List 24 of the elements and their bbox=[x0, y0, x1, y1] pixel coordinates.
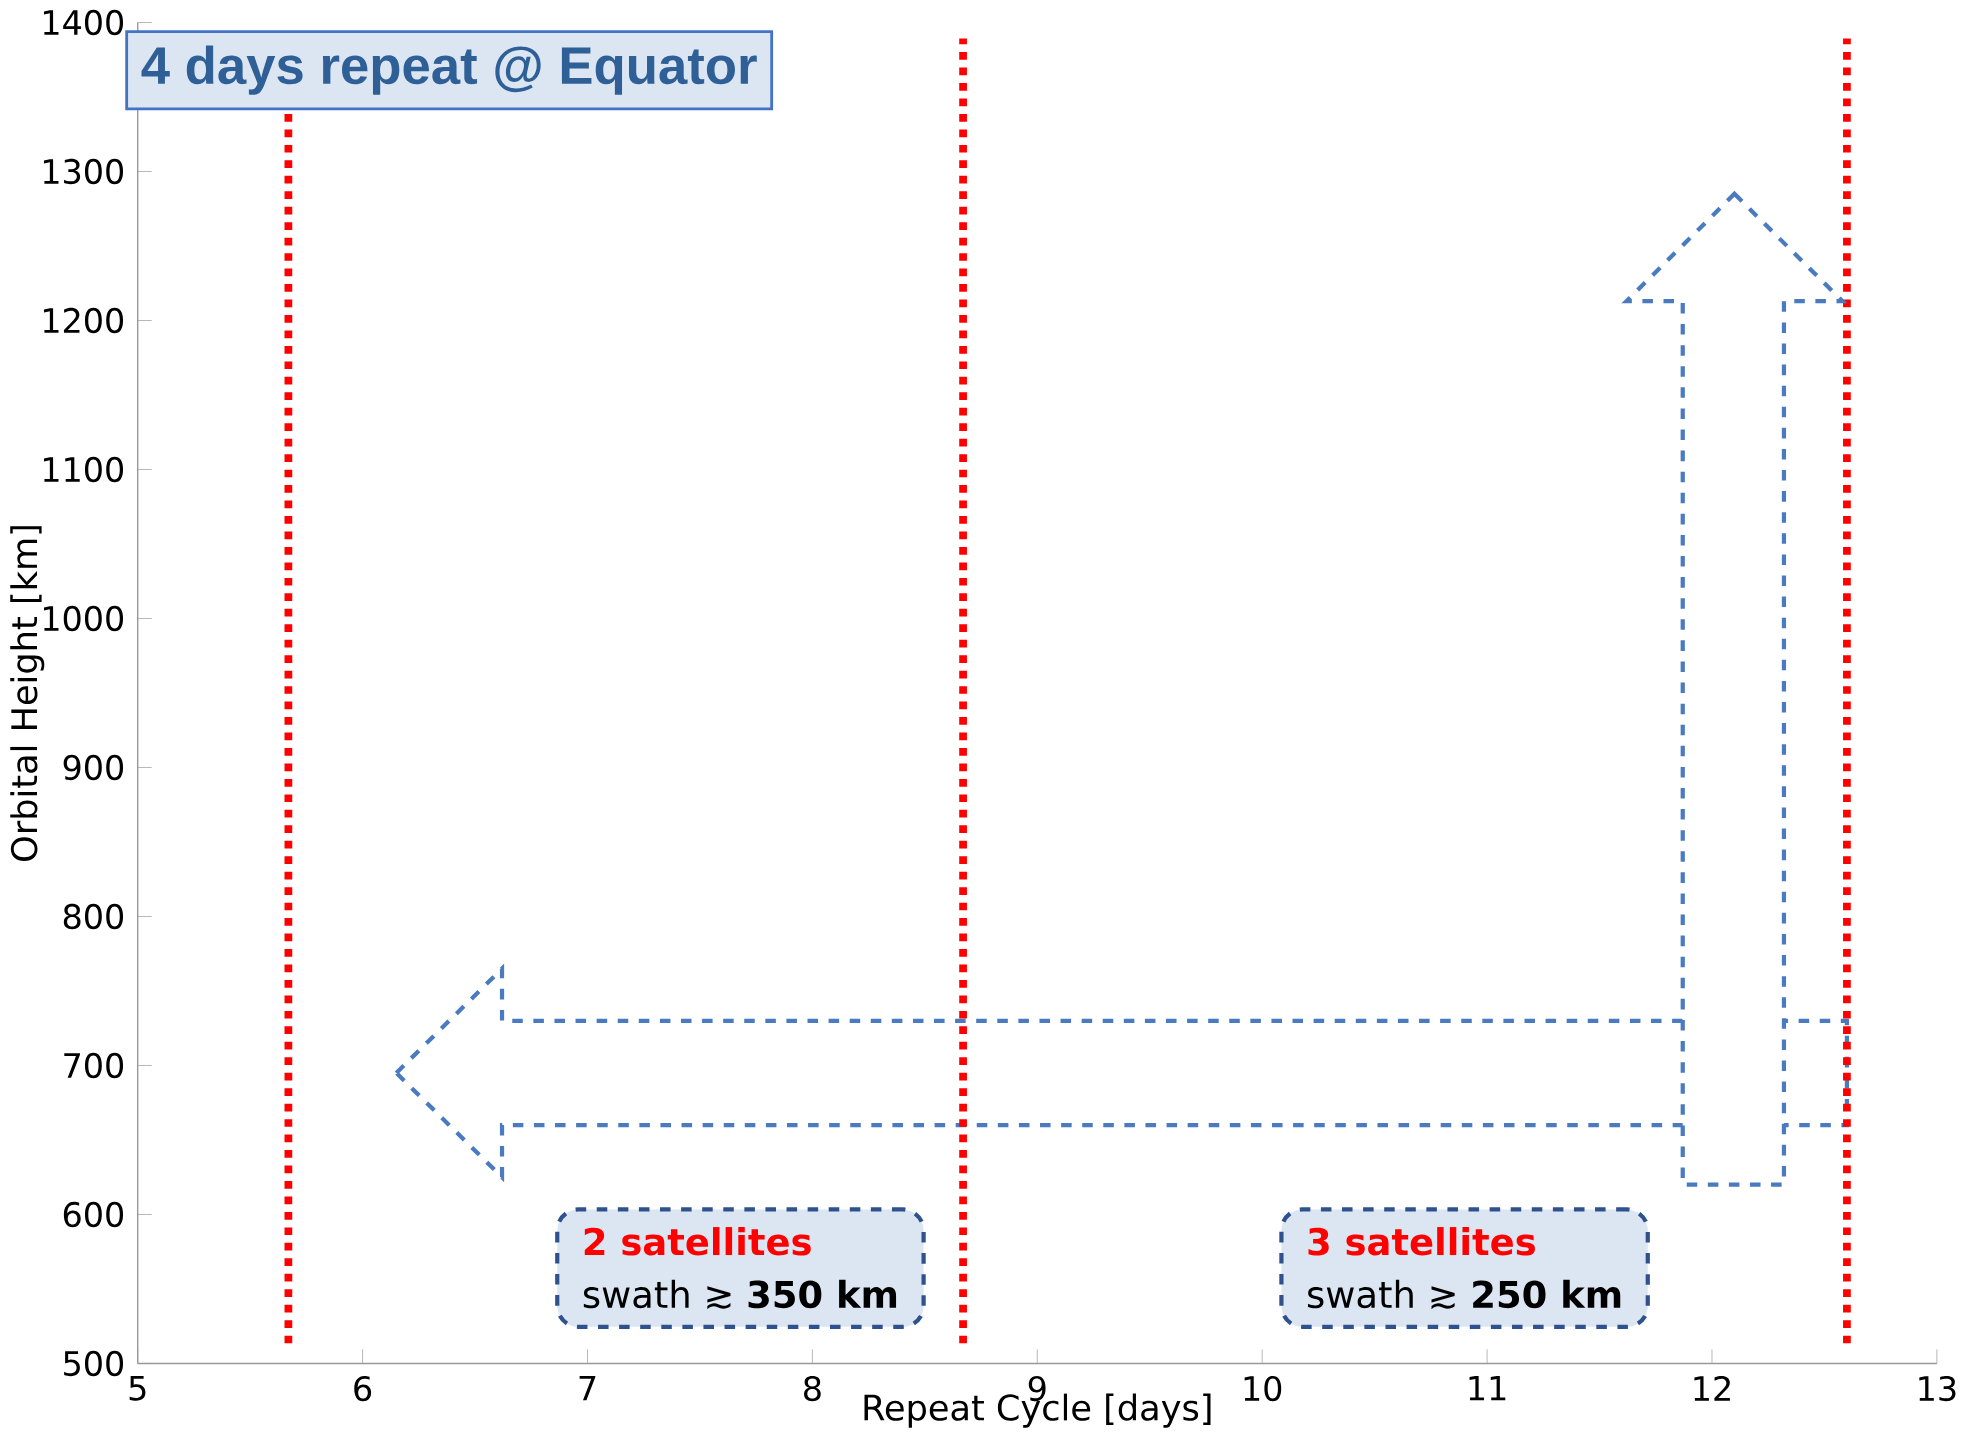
y-tick-label: 1400 bbox=[44, 9, 124, 36]
annotation: swath ≳ 350 km bbox=[583, 1279, 897, 1310]
y-tick-label: 900 bbox=[63, 754, 124, 781]
y-tick-label: 500 bbox=[64, 1350, 124, 1377]
x-tick-label: 8 bbox=[804, 1375, 821, 1402]
y-tick-label: 1300 bbox=[44, 158, 124, 185]
annotation: 3 satellites bbox=[1308, 1227, 1535, 1256]
annotation: 2 satellites bbox=[584, 1227, 811, 1256]
x-tick-label: 11 bbox=[1469, 1375, 1506, 1401]
y-tick-label: 1200 bbox=[44, 307, 124, 334]
x-tick-label: 13 bbox=[1919, 1375, 1956, 1402]
y-tick-label: 700 bbox=[64, 1052, 124, 1079]
y-tick-label: 600 bbox=[63, 1201, 124, 1228]
y-tick-label: 1000 bbox=[44, 605, 124, 632]
y-tick-label: 800 bbox=[63, 903, 124, 930]
x-tick-label: 6 bbox=[354, 1375, 372, 1402]
annotation: swath ≳ 250 km bbox=[1308, 1279, 1621, 1310]
x-tick-label: 5 bbox=[129, 1375, 146, 1401]
x-tick-label: 7 bbox=[579, 1375, 596, 1401]
chart-title: 4 days repeat @ Equator bbox=[141, 45, 757, 95]
y-tick-label: 1100 bbox=[44, 456, 124, 483]
x-tick-label: 12 bbox=[1694, 1375, 1730, 1401]
x-tick-label: 10 bbox=[1244, 1375, 1282, 1402]
y-axis-title: Orbital Height [km] bbox=[10, 526, 45, 861]
